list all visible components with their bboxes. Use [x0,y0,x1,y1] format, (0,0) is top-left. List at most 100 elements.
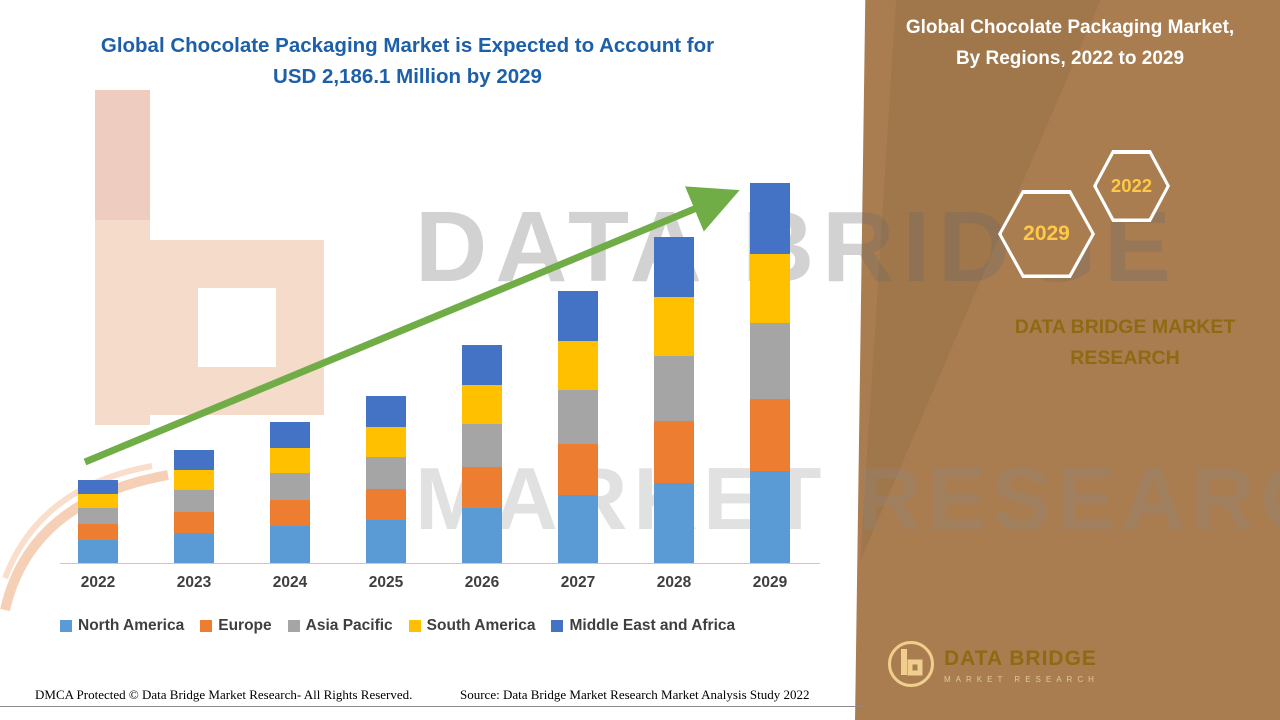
bar-segment [654,483,694,563]
bar-2024 [270,422,310,563]
logo-circle-icon [888,641,934,687]
bar-segment [558,390,598,444]
bar-segment [78,508,118,525]
side-panel-heading-line1: Global Chocolate Packaging Market, [905,17,1235,38]
x-axis-label: 2026 [464,574,500,591]
chart-title: Global Chocolate Packaging Market is Exp… [0,30,815,92]
bar-segment [654,237,694,298]
legend-item: Asia Pacific [287,617,393,635]
x-axis-label: 2028 [656,574,692,591]
legend-label: South America [426,617,536,634]
bar-2029 [750,183,790,563]
hexagon-year-label: 2029 [1001,193,1092,275]
x-axis-label: 2024 [272,574,308,591]
hexagon-badge-2022: 2022 [1093,150,1170,222]
bar-segment [462,385,502,425]
bar-2027 [558,291,598,563]
legend-item: North America [60,617,184,635]
source-note: Source: Data Bridge Market Research Mark… [460,687,810,702]
logo-subtext: MARKET RESEARCH [944,675,1099,684]
legend-swatch [60,620,72,632]
bar-segment [462,345,502,386]
legend-label: North America [78,617,185,634]
legend-swatch [551,620,564,632]
footer-divider [0,706,862,707]
bar-2023 [174,450,214,563]
bar-segment [174,450,214,471]
bar-segment [78,494,118,509]
bar-segment [366,520,406,563]
bar-2022 [78,480,118,563]
side-panel-heading-line2: By Regions, 2022 to 2029 [955,48,1185,69]
legend-item: Middle East and Africa [551,617,735,635]
x-axis-label: 2025 [368,574,404,591]
bar-2028 [654,237,694,563]
bar-segment [750,471,790,563]
bar-segment [270,448,310,474]
bar-segment [174,512,214,533]
bar-2025 [366,396,406,563]
legend-label: Europe [218,617,272,634]
bar-segment [366,489,406,520]
bar-segment [270,422,310,449]
legend-swatch [200,620,213,632]
bar-segment [366,427,406,458]
hexagon-year-label: 2022 [1096,153,1167,219]
bar-segment [78,524,118,541]
bar-segment [750,254,790,324]
legend-swatch [408,620,421,632]
bar-segment [558,444,598,495]
bar-segment [558,291,598,341]
bar-segment [558,341,598,390]
hexagon-badge-2029: 2029 [998,190,1095,278]
company-logo: DATA BRIDGE MARKET RESEARCH [888,641,1099,687]
logo-name: DATA BRIDGE [944,647,1097,670]
bar-segment [270,473,310,500]
chart-legend: North America Europe Asia Pacific South Ame… [60,617,735,635]
bar-segment [462,467,502,509]
logo-text: DATA BRIDGE MARKET RESEARCH [944,641,1099,684]
bar-chart [60,183,830,564]
bar-segment [78,480,118,495]
hexagon-outline: 2022 [1093,150,1170,222]
bar-segment [654,297,694,357]
bar-segment [174,470,214,491]
bar-segment [750,183,790,255]
chart-title-line1: Global Chocolate Packaging Market is Exp… [100,34,715,57]
legend-item: Europe [200,617,272,635]
legend-label: Middle East and Africa [569,617,736,634]
x-axis-label: 2023 [176,574,212,591]
bar-segment [462,424,502,468]
bar-2026 [462,345,502,563]
x-axis-label: 2022 [80,574,116,591]
bar-segment [174,490,214,513]
brand-text-line1: DATA BRIDGE MARKET [1014,316,1236,338]
bar-segment [78,540,118,563]
logo-b-icon [901,649,923,676]
bar-segment [270,500,310,526]
bar-segment [366,396,406,428]
x-axis-label: 2027 [560,574,596,591]
x-axis-label: 2029 [752,574,788,591]
hexagon-outline: 2029 [998,190,1095,278]
x-axis-labels: 2022 2023 2024 2025 2026 2027 2028 2029 [60,574,830,598]
legend-item: South America [408,617,536,635]
datab-bridge-b-watermark-icon [45,85,345,510]
bar-segment [366,457,406,490]
bar-segment [654,356,694,422]
chart-title-line2: USD 2,186.1 Million by 2029 [273,65,542,88]
side-panel-heading: Global Chocolate Packaging Market, By Re… [872,12,1268,74]
bar-segment [654,421,694,484]
legend-swatch [287,620,300,632]
bar-segment [270,526,310,563]
dmca-notice: DMCA Protected © Data Bridge Market Rese… [35,687,413,702]
trend-arrow-icon [83,186,740,466]
swoosh-decoration-icon [0,420,175,625]
brand-text: DATA BRIDGE MARKET RESEARCH [985,312,1265,374]
x-axis-line [60,563,820,564]
bar-segment [750,323,790,400]
bar-segment [750,399,790,471]
legend-label: Asia Pacific [305,617,393,634]
